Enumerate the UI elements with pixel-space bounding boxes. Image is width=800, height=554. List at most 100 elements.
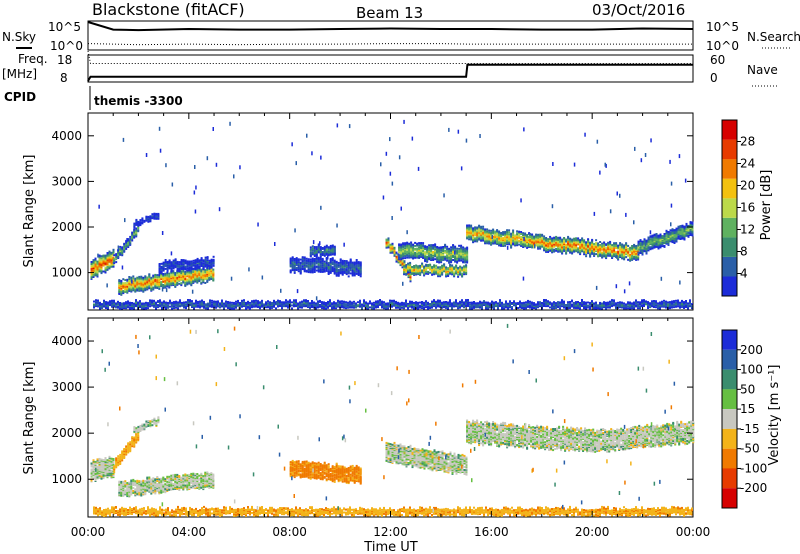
echo-cell: [482, 225, 485, 228]
echo-cell: [309, 302, 311, 305]
echo-cell: [212, 270, 215, 273]
echo-cell: [325, 244, 328, 247]
echo-cell: [685, 222, 688, 225]
echo-cell: [163, 300, 165, 303]
echo-cell: [208, 272, 211, 275]
echo-cell: [323, 260, 326, 263]
echo-cell: [449, 263, 452, 266]
echo-cell: [119, 245, 122, 248]
echo-cell: [545, 248, 548, 250]
freq-series: [87, 50, 693, 82]
echo-cell: [303, 261, 306, 264]
echo-cell: [444, 243, 447, 246]
echo-cell: [225, 300, 227, 303]
echo-cell: [589, 241, 592, 244]
echo-cell: [331, 244, 334, 247]
echo-cell: [415, 268, 418, 271]
echo-cell: [135, 218, 138, 221]
echo-cell: [450, 248, 453, 251]
echo-cell: [418, 244, 421, 247]
echo-cell: [143, 307, 145, 310]
echo-cell: [339, 267, 342, 270]
echo-cell: [142, 276, 145, 279]
echo-cell: [181, 301, 183, 304]
echo-cell: [141, 217, 144, 220]
echo-cell: [156, 274, 159, 277]
echo-cell: [549, 249, 552, 252]
echo-cell: [327, 300, 329, 303]
echo-cell: [637, 253, 640, 256]
echo-cell: [607, 254, 610, 257]
echo-cell: [319, 303, 321, 306]
echo-cell: [416, 252, 419, 255]
echo-cell: [186, 278, 189, 281]
echo-cell: [317, 256, 320, 259]
echo-cell: [496, 236, 499, 238]
echo-cell: [153, 212, 156, 215]
echo-cell: [691, 230, 694, 233]
echo-cell: [166, 260, 169, 263]
echo-cell: [311, 300, 313, 302]
echo-cell: [323, 262, 326, 265]
echo-cell: [635, 252, 638, 255]
echo-cell: [170, 274, 173, 277]
echo-cell: [149, 299, 151, 302]
echo-cell: [399, 260, 402, 263]
echo-cell: [474, 226, 477, 229]
echo-cell: [123, 242, 126, 245]
echo-cell: [549, 237, 552, 240]
echo-cell: [615, 251, 618, 254]
echo-cell: [129, 306, 131, 309]
echo-cell: [126, 283, 129, 286]
echo-cell: [496, 229, 499, 232]
echo-cell: [663, 233, 666, 235]
echo-cell: [452, 244, 455, 247]
echo-cell: [651, 234, 654, 237]
echo-cell: [410, 241, 413, 244]
echo-cell: [184, 271, 187, 273]
echo-cell: [363, 304, 365, 307]
echo-cell: [400, 258, 403, 261]
echo-cell: [331, 302, 333, 305]
echo-cell: [192, 267, 195, 270]
echo-cell: [170, 279, 173, 282]
echo-cell: [317, 300, 319, 303]
echo-cell: [553, 236, 556, 239]
echo-cell: [457, 266, 460, 269]
echo-cell: [663, 242, 666, 244]
echo-cell: [512, 231, 515, 234]
echo-cell: [454, 255, 457, 258]
echo-cell: [518, 243, 521, 246]
echo-cell: [176, 281, 179, 284]
echo-cell: [613, 249, 616, 252]
echo-cell: [611, 246, 614, 248]
echo-cell: [257, 300, 259, 303]
echo-cell: [212, 255, 215, 258]
echo-cell: [365, 304, 367, 307]
echo-cell: [100, 257, 103, 260]
echo-cell: [152, 279, 155, 282]
echo-cell: [128, 285, 131, 288]
echo-cell: [204, 256, 207, 259]
echo-cell: [147, 215, 150, 218]
echo-cell: [194, 268, 197, 271]
echo-cell: [406, 256, 409, 259]
echo-cell: [359, 275, 362, 278]
echo-cell: [675, 234, 678, 237]
echo-cell: [465, 264, 468, 267]
echo-cell: [383, 301, 385, 304]
echo-cell: [673, 235, 676, 237]
echo-cell: [637, 240, 640, 243]
echo-cell: [142, 280, 145, 283]
echo-cell: [463, 265, 466, 268]
echo-cell: [573, 245, 576, 248]
echo-cell: [443, 270, 446, 273]
echo-cell: [500, 239, 503, 241]
echo-cell: [500, 243, 503, 246]
echo-cell: [122, 282, 125, 285]
echo-cell: [198, 277, 201, 280]
echo-cell: [147, 302, 149, 305]
echo-cell: [164, 279, 167, 282]
echo-cell: [393, 246, 396, 249]
echo-cell: [547, 245, 550, 247]
